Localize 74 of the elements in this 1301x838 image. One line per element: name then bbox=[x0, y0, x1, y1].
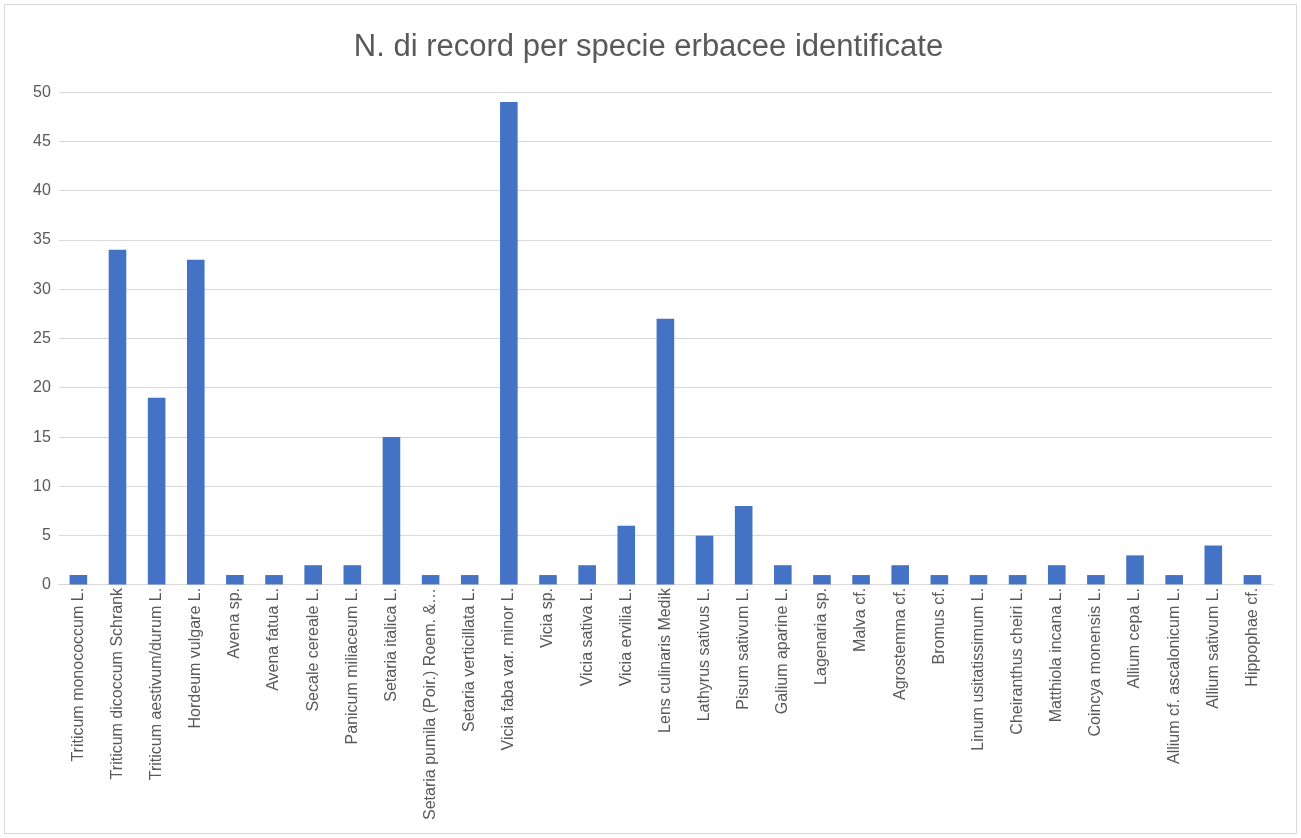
bar bbox=[265, 575, 283, 585]
x-tick-label: Secale cereale L. bbox=[303, 587, 321, 712]
x-tick-label: Pisum sativum L. bbox=[734, 587, 752, 710]
bar bbox=[343, 565, 362, 585]
bar bbox=[617, 525, 636, 585]
x-tick-label: Malva cf. bbox=[851, 587, 869, 652]
x-tick-label: Avena sp. bbox=[225, 587, 243, 659]
y-tick-label: 20 bbox=[33, 378, 51, 396]
y-tick-label: 15 bbox=[33, 427, 51, 445]
bar bbox=[695, 535, 714, 585]
x-tick-label: Vicia sp. bbox=[538, 587, 556, 649]
x-tick-label: Setaria verticillata L. bbox=[460, 587, 478, 732]
y-tick-label: 10 bbox=[33, 476, 51, 494]
x-tick-label: Vicia sativa L. bbox=[577, 587, 595, 687]
x-tick-label: Allium cf. ascalonicum L. bbox=[1164, 587, 1182, 764]
x-tick-label: Vicia ervilia L. bbox=[616, 587, 634, 687]
x-tick-label: Hordeum vulgare L. bbox=[186, 587, 204, 729]
y-tick-label: 30 bbox=[33, 279, 51, 297]
bar bbox=[421, 575, 440, 585]
bar bbox=[69, 575, 88, 585]
y-tick-label: 40 bbox=[33, 181, 51, 199]
x-tick-label: Lagenaria sp. bbox=[812, 587, 830, 685]
x-tick-label: Panicum miliaceum L. bbox=[342, 587, 360, 745]
y-tick-label: 45 bbox=[33, 131, 51, 149]
x-tick-label: Matthiola incana L. bbox=[1047, 587, 1065, 723]
bar bbox=[734, 506, 753, 585]
bar bbox=[930, 575, 949, 585]
bar bbox=[1008, 575, 1027, 585]
x-tick-label: Agrostemma cf. bbox=[890, 587, 908, 700]
y-tick-label: 35 bbox=[33, 230, 51, 248]
x-tick-label: Allium cepa L. bbox=[1125, 587, 1143, 689]
x-tick-label: Bromus cf. bbox=[929, 587, 947, 665]
chart-title: N. di record per specie erbacee identificate bbox=[353, 28, 944, 64]
bar bbox=[460, 575, 479, 585]
x-tick-label: Lathyrus sativus L. bbox=[694, 587, 712, 722]
bar bbox=[852, 575, 870, 585]
x-tick-label: Vicia faba var. minor L. bbox=[499, 587, 517, 751]
bar bbox=[382, 437, 401, 585]
bar bbox=[226, 575, 244, 585]
bar bbox=[304, 565, 322, 585]
bar bbox=[774, 565, 792, 585]
bar bbox=[108, 249, 127, 585]
x-tick-label: Setaria pumila (Poir.) Roem. &… bbox=[420, 587, 438, 820]
bar bbox=[656, 318, 675, 585]
x-tick-label: Avena fatua L. bbox=[264, 587, 282, 691]
x-tick-label: Triticum aestivum/durum L. bbox=[147, 587, 165, 781]
bar bbox=[1087, 575, 1105, 585]
bar bbox=[578, 565, 596, 585]
x-tick-label: Triticum monococcum L. bbox=[68, 587, 86, 762]
x-tick-label: Galium aparine L. bbox=[773, 587, 791, 715]
y-tick-label: 25 bbox=[33, 328, 51, 346]
bar bbox=[891, 565, 910, 585]
x-tick-label: Triticum dicoccum Schrank bbox=[107, 586, 125, 780]
bar bbox=[539, 575, 557, 585]
y-tick-label: 5 bbox=[41, 526, 51, 544]
x-tick-label: Lens culinaris Medik bbox=[655, 586, 673, 733]
bar bbox=[1047, 565, 1066, 585]
bar bbox=[1165, 575, 1183, 585]
bar bbox=[969, 575, 988, 585]
x-tick-label: Coincya monensis L. bbox=[1086, 587, 1104, 737]
x-tick-label: Linum usitatissimum L. bbox=[968, 587, 986, 751]
x-tick-label: Cheiranthus cheiri L. bbox=[1008, 587, 1026, 735]
bar bbox=[186, 259, 205, 585]
bar bbox=[1243, 575, 1262, 585]
bar bbox=[500, 102, 518, 585]
y-tick-label: 50 bbox=[33, 82, 51, 100]
x-tick-label: Setaria italica L. bbox=[381, 587, 399, 702]
bar bbox=[1126, 555, 1144, 585]
bar bbox=[813, 575, 831, 585]
x-tick-label: Hippophae cf. bbox=[1242, 587, 1260, 687]
y-tick-label: 0 bbox=[41, 575, 51, 593]
bar bbox=[1204, 545, 1223, 585]
x-tick-label: Allium sativum L. bbox=[1203, 587, 1221, 709]
bar bbox=[147, 397, 166, 585]
